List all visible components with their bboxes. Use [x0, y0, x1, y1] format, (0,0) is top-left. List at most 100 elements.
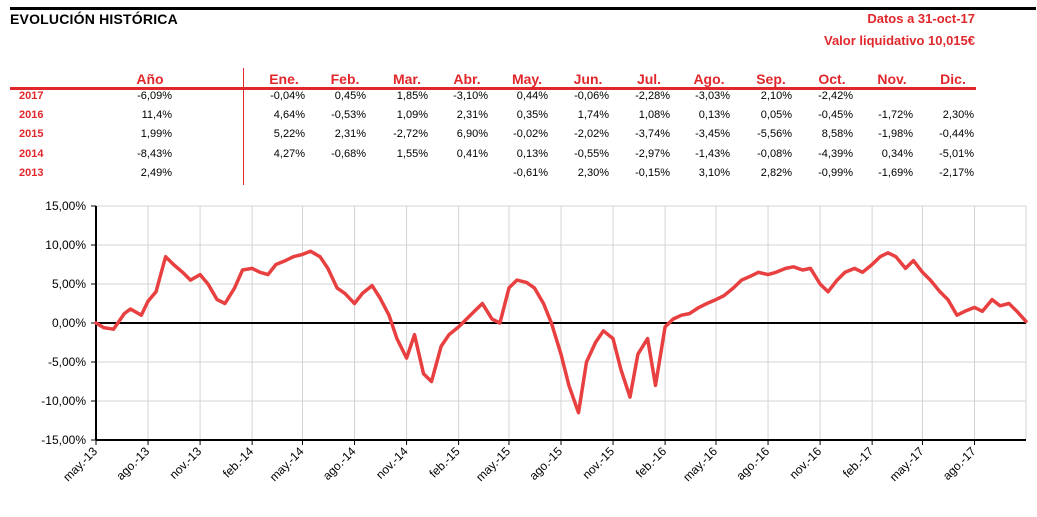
- year-column-header: Año: [136, 71, 164, 87]
- performance-chart: -15,00% -10,00% -5,00% 0,00% 5,00% 10,00% 15,0…: [41, 199, 1028, 484]
- monthly-return-cell: 0,41%: [456, 148, 488, 160]
- monthly-return-cell: 2,10%: [760, 90, 792, 102]
- page-title: EVOLUCIÓN HISTÓRICA: [10, 11, 178, 27]
- month-header: Jun.: [573, 71, 603, 87]
- x-tick-label: may.-15: [473, 444, 513, 484]
- monthly-return-cell: -0,04%: [270, 90, 305, 102]
- monthly-return-cell: -0,61%: [513, 167, 548, 179]
- monthly-return-cell: 2,31%: [334, 128, 366, 140]
- x-tick-label: may.-17: [887, 444, 927, 484]
- year-total: 2,49%: [140, 167, 172, 179]
- year-total: 11,4%: [141, 109, 172, 121]
- month-header: May.: [511, 71, 543, 87]
- y-tick-label: 0,00%: [52, 316, 86, 330]
- monthly-return-cell: 6,90%: [456, 128, 488, 140]
- row-year: 2017: [19, 90, 44, 102]
- monthly-return-cell: -1,43%: [695, 148, 730, 160]
- x-tick-label: ago.-13: [113, 444, 152, 483]
- x-tick-label: nov.-16: [787, 444, 825, 482]
- top-rule: [10, 7, 1036, 10]
- monthly-return-cell: 3,10%: [698, 167, 730, 179]
- x-tick-label: nov.-14: [373, 444, 411, 482]
- series-line: [94, 249, 1028, 415]
- month-header: Mar.: [392, 71, 421, 87]
- y-tick-label: -5,00%: [48, 355, 86, 369]
- monthly-return-cell: 2,30%: [942, 109, 974, 121]
- monthly-return-cell: 0,35%: [516, 109, 548, 121]
- month-header: Jul.: [636, 71, 662, 87]
- monthly-return-cell: -2,97%: [635, 148, 670, 160]
- monthly-return-cell: 1,09%: [396, 109, 428, 121]
- table-column-divider: [243, 68, 244, 185]
- month-header: Sep.: [756, 71, 786, 87]
- x-tick-label: feb.-14: [220, 444, 257, 481]
- monthly-return-cell: 8,58%: [821, 128, 853, 140]
- month-header: Nov.: [877, 71, 907, 87]
- monthly-return-cell: -2,17%: [939, 167, 974, 179]
- monthly-return-cell: 2,31%: [456, 109, 488, 121]
- month-header: Ago.: [693, 71, 725, 87]
- row-year: 2015: [19, 128, 44, 140]
- row-year: 2014: [19, 148, 44, 160]
- monthly-return-cell: 4,64%: [273, 109, 305, 121]
- monthly-return-cell: 0,44%: [516, 90, 548, 102]
- monthly-return-cell: 0,13%: [698, 109, 730, 121]
- monthly-return-cell: -4,39%: [818, 148, 853, 160]
- y-tick-label: 15,00%: [45, 199, 86, 213]
- month-header: Feb.: [330, 71, 360, 87]
- monthly-return-cell: -1,72%: [878, 109, 913, 121]
- monthly-return-cell: 1,55%: [396, 148, 428, 160]
- monthly-return-cell: 4,27%: [273, 148, 305, 160]
- data-date: Datos a 31-oct-17: [867, 11, 975, 26]
- monthly-return-cell: -1,98%: [878, 128, 913, 140]
- x-tick-label: feb.-16: [633, 444, 670, 481]
- monthly-return-cell: 1,08%: [638, 109, 670, 121]
- monthly-return-cell: -0,53%: [331, 109, 366, 121]
- month-header: Oct.: [818, 71, 846, 87]
- table-header-rule: [10, 87, 976, 90]
- monthly-return-cell: 0,13%: [516, 148, 548, 160]
- year-total: 1,99%: [140, 128, 172, 140]
- monthly-return-cell: -2,02%: [574, 128, 609, 140]
- monthly-return-cell: -1,69%: [878, 167, 913, 179]
- x-tick-label: feb.-15: [426, 444, 463, 481]
- monthly-return-cell: -5,56%: [757, 128, 792, 140]
- monthly-return-cell: 2,30%: [577, 167, 609, 179]
- monthly-return-cell: -0,68%: [331, 148, 366, 160]
- x-tick-label: nov.-13: [167, 444, 205, 482]
- x-tick-label: ago.-17: [940, 444, 979, 483]
- x-tick-label: ago.-14: [320, 444, 359, 483]
- monthly-return-cell: 0,45%: [334, 90, 366, 102]
- monthly-return-cell: 1,74%: [577, 109, 609, 121]
- monthly-return-cell: 2,82%: [760, 167, 792, 179]
- monthly-return-cell: -0,55%: [574, 148, 609, 160]
- monthly-return-cell: -2,42%: [818, 90, 853, 102]
- monthly-return-cell: -3,74%: [635, 128, 670, 140]
- monthly-return-cell: -0,15%: [635, 167, 670, 179]
- monthly-return-cell: 0,34%: [881, 148, 913, 160]
- monthly-return-cell: -0,44%: [939, 128, 974, 140]
- monthly-return-cell: -0,08%: [757, 148, 792, 160]
- x-tick-label: ago.-15: [526, 444, 565, 483]
- monthly-return-cell: 0,05%: [760, 109, 792, 121]
- x-tick-label: may.-14: [267, 444, 307, 484]
- monthly-return-cell: -3,03%: [695, 90, 730, 102]
- x-tick-label: may.-16: [680, 444, 720, 484]
- y-tick-label: 10,00%: [45, 238, 86, 252]
- year-total: -6,09%: [137, 90, 172, 102]
- x-tick-label: feb.-17: [840, 444, 877, 481]
- x-tick-label: may.-13: [60, 444, 100, 484]
- monthly-return-cell: -2,72%: [393, 128, 428, 140]
- net-asset-value: Valor liquidativo 10,015€: [823, 33, 975, 48]
- month-header: Abr.: [453, 71, 481, 87]
- monthly-return-cell: 5,22%: [273, 128, 305, 140]
- y-tick-label: -10,00%: [41, 394, 86, 408]
- monthly-return-cell: -3,10%: [453, 90, 488, 102]
- monthly-return-cell: -0,45%: [818, 109, 853, 121]
- monthly-returns-table: Año Ene. Feb. Mar. Abr. May. Jun. Jul. Ago. Sep. O…: [0, 0, 1037, 190]
- row-year: 2013: [19, 167, 44, 179]
- monthly-return-cell: -2,28%: [635, 90, 670, 102]
- row-year: 2016: [19, 109, 44, 121]
- y-tick-label: -15,00%: [41, 433, 86, 447]
- monthly-return-cell: -5,01%: [939, 148, 974, 160]
